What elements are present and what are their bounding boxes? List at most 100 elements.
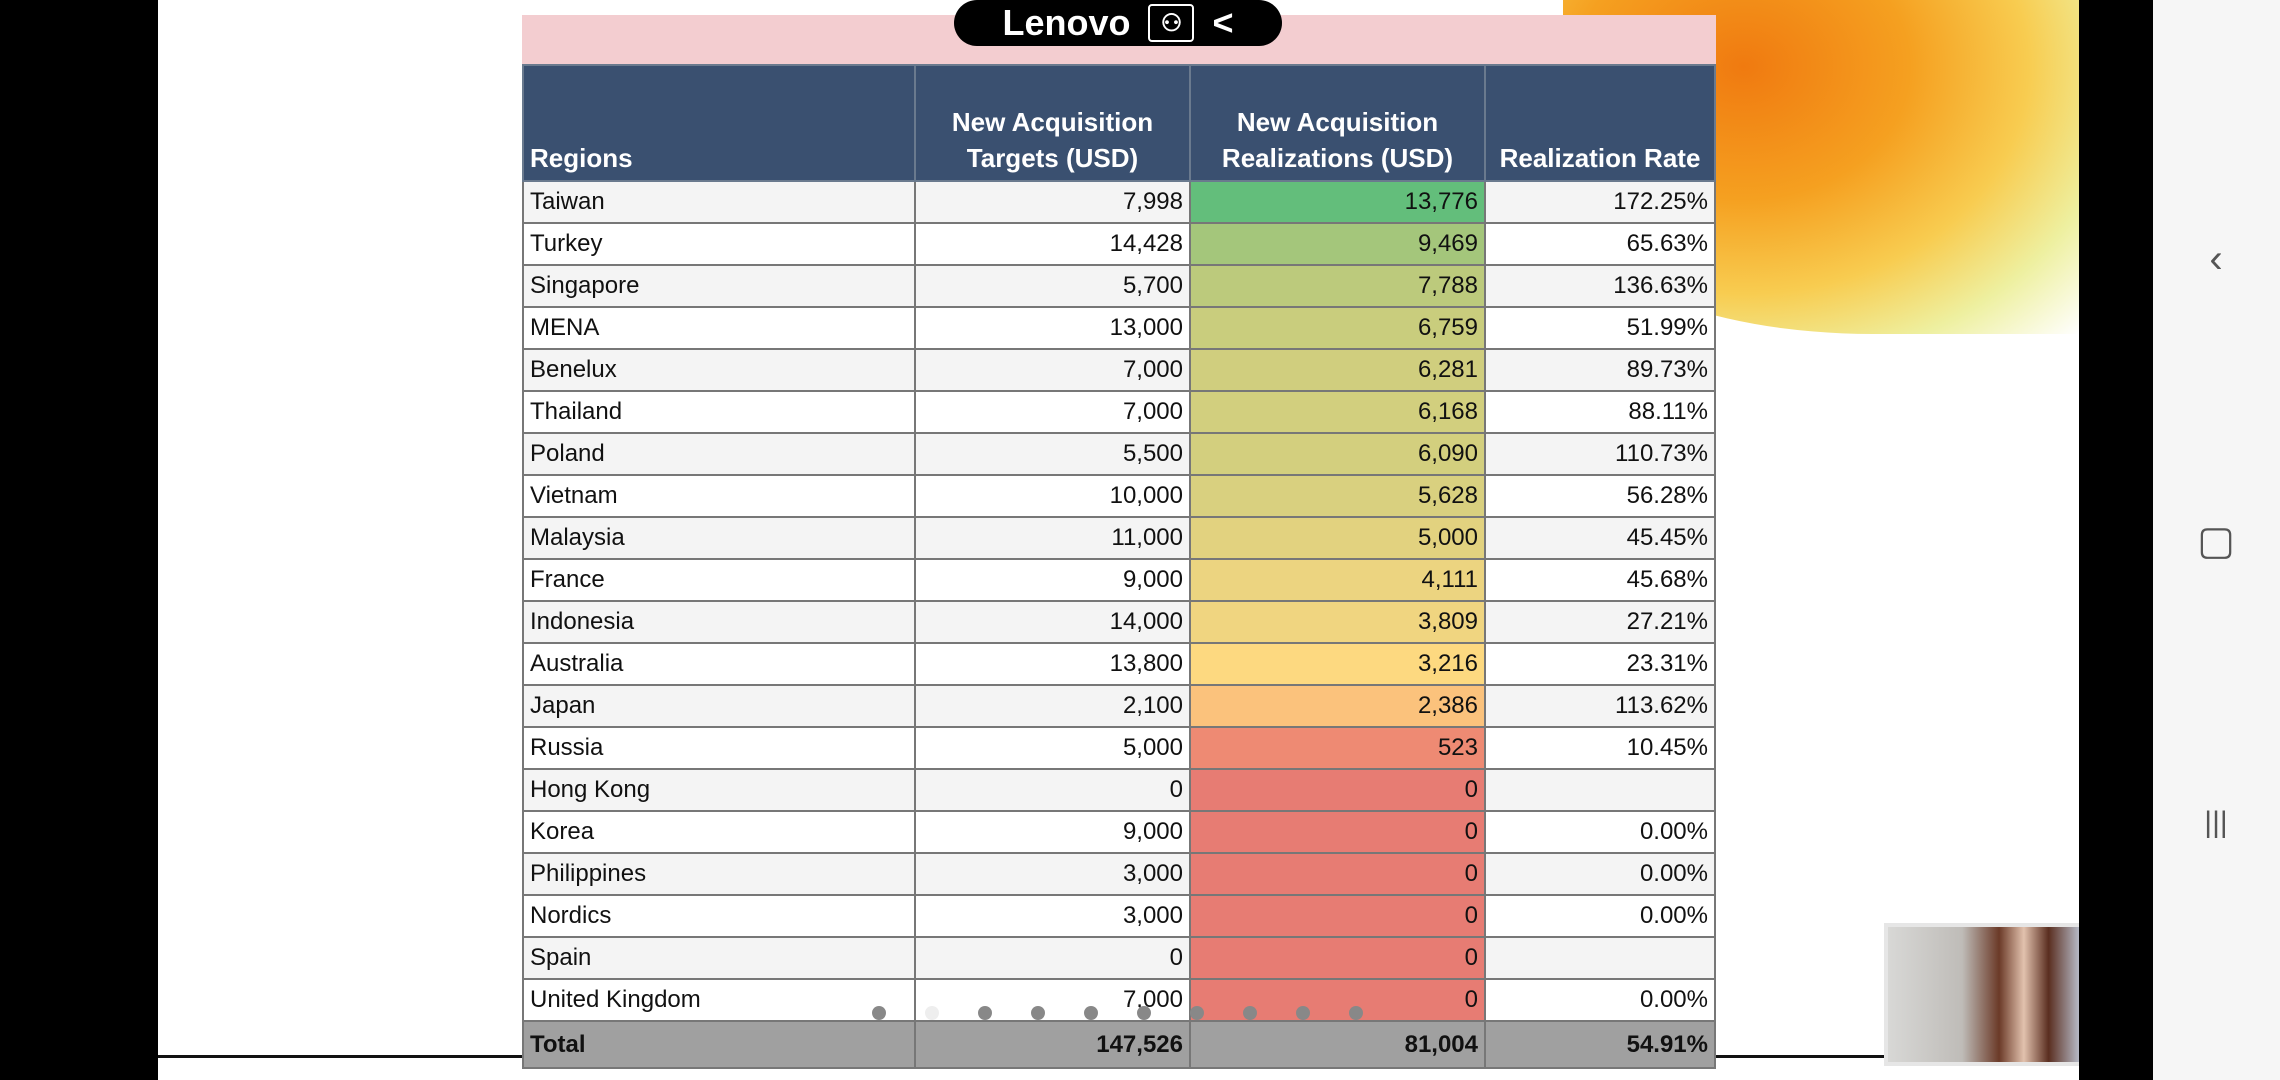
total-realization: 81,004 bbox=[1189, 1020, 1486, 1069]
target-cell: 7,000 bbox=[914, 348, 1191, 392]
pagination-dot[interactable] bbox=[1296, 1006, 1310, 1020]
realization-cell: 6,168 bbox=[1189, 390, 1486, 434]
region-cell: Japan bbox=[522, 684, 916, 728]
total-target: 147,526 bbox=[914, 1020, 1191, 1069]
target-cell: 14,000 bbox=[914, 600, 1191, 644]
rate-cell: 45.68% bbox=[1484, 558, 1716, 602]
target-cell: 3,000 bbox=[914, 852, 1191, 896]
table-row: Nordics 3,000 0 0.00% bbox=[522, 894, 1716, 938]
table-row: Turkey 14,428 9,469 65.63% bbox=[522, 222, 1716, 266]
realization-cell: 0 bbox=[1189, 768, 1486, 812]
table-row: Korea 9,000 0 0.00% bbox=[522, 810, 1716, 854]
total-label: Total bbox=[522, 1020, 916, 1069]
table-row: Thailand 7,000 6,168 88.11% bbox=[522, 390, 1716, 434]
rate-cell: 89.73% bbox=[1484, 348, 1716, 392]
rate-cell: 0.00% bbox=[1484, 978, 1716, 1022]
target-cell: 0 bbox=[914, 936, 1191, 980]
header-realizations: New Acquisition Realizations (USD) bbox=[1189, 64, 1486, 182]
rate-cell: 56.28% bbox=[1484, 474, 1716, 518]
region-cell: Turkey bbox=[522, 222, 916, 266]
realization-cell: 3,216 bbox=[1189, 642, 1486, 686]
table-row: Poland 5,500 6,090 110.73% bbox=[522, 432, 1716, 476]
region-cell: Philippines bbox=[522, 852, 916, 896]
table-row: Russia 5,000 523 10.45% bbox=[522, 726, 1716, 770]
lenovo-logo: Lenovo bbox=[1002, 2, 1131, 43]
slide-pagination[interactable] bbox=[872, 1006, 1363, 1020]
target-cell: 7,000 bbox=[914, 390, 1191, 434]
pagination-dot[interactable] bbox=[1349, 1006, 1363, 1020]
realization-cell: 0 bbox=[1189, 936, 1486, 980]
table-row: Japan 2,100 2,386 113.62% bbox=[522, 684, 1716, 728]
rate-cell: 136.63% bbox=[1484, 264, 1716, 308]
region-cell: France bbox=[522, 558, 916, 602]
table-row: Hong Kong 0 0 bbox=[522, 768, 1716, 812]
pagination-dot[interactable] bbox=[978, 1006, 992, 1020]
realization-cell: 0 bbox=[1189, 978, 1486, 1022]
region-cell: Taiwan bbox=[522, 180, 916, 224]
table-row: Malaysia 11,000 5,000 45.45% bbox=[522, 516, 1716, 560]
rate-cell: 51.99% bbox=[1484, 306, 1716, 350]
lenovo-toolbar[interactable]: Lenovo ⚇ < bbox=[954, 0, 1282, 46]
realization-cell: 6,759 bbox=[1189, 306, 1486, 350]
realization-cell: 5,000 bbox=[1189, 516, 1486, 560]
pagination-dot[interactable] bbox=[1243, 1006, 1257, 1020]
header-regions: Regions bbox=[522, 64, 916, 182]
table-row: Benelux 7,000 6,281 89.73% bbox=[522, 348, 1716, 392]
back-icon[interactable]: ‹ bbox=[2209, 236, 2223, 281]
rate-cell: 172.25% bbox=[1484, 180, 1716, 224]
region-cell: Singapore bbox=[522, 264, 916, 308]
collapse-chevron-icon[interactable]: < bbox=[1212, 2, 1234, 43]
rate-cell: 113.62% bbox=[1484, 684, 1716, 728]
realization-cell: 6,281 bbox=[1189, 348, 1486, 392]
table-row: Philippines 3,000 0 0.00% bbox=[522, 852, 1716, 896]
target-cell: 9,000 bbox=[914, 810, 1191, 854]
system-nav-bar bbox=[2153, 0, 2280, 1080]
realization-cell: 9,469 bbox=[1189, 222, 1486, 266]
target-cell: 7,998 bbox=[914, 180, 1191, 224]
rate-cell: 45.45% bbox=[1484, 516, 1716, 560]
target-cell: 2,100 bbox=[914, 684, 1191, 728]
table-row: Australia 13,800 3,216 23.31% bbox=[522, 642, 1716, 686]
target-cell: 10,000 bbox=[914, 474, 1191, 518]
realization-cell: 6,090 bbox=[1189, 432, 1486, 476]
table-row: MENA 13,000 6,759 51.99% bbox=[522, 306, 1716, 350]
pagination-dot[interactable] bbox=[925, 1006, 939, 1020]
realization-cell: 523 bbox=[1189, 726, 1486, 770]
region-cell: Hong Kong bbox=[522, 768, 916, 812]
realization-cell: 7,788 bbox=[1189, 264, 1486, 308]
rate-cell: 23.31% bbox=[1484, 642, 1716, 686]
home-icon[interactable]: ▢ bbox=[2197, 519, 2235, 563]
right-letterbox bbox=[2079, 0, 2153, 1080]
region-cell: Korea bbox=[522, 810, 916, 854]
table-row: Vietnam 10,000 5,628 56.28% bbox=[522, 474, 1716, 518]
target-cell: 7,000 bbox=[914, 978, 1191, 1022]
pagination-dot[interactable] bbox=[1190, 1006, 1204, 1020]
pagination-dot[interactable] bbox=[1031, 1006, 1045, 1020]
realization-cell: 0 bbox=[1189, 810, 1486, 854]
rate-cell: 65.63% bbox=[1484, 222, 1716, 266]
rate-cell: 0.00% bbox=[1484, 810, 1716, 854]
realization-cell: 2,386 bbox=[1189, 684, 1486, 728]
region-cell: MENA bbox=[522, 306, 916, 350]
pagination-dot[interactable] bbox=[872, 1006, 886, 1020]
left-letterbox bbox=[0, 0, 158, 1080]
target-cell: 0 bbox=[914, 768, 1191, 812]
region-cell: Vietnam bbox=[522, 474, 916, 518]
pagination-dot[interactable] bbox=[1084, 1006, 1098, 1020]
header-targets: New Acquisition Targets (USD) bbox=[914, 64, 1191, 182]
target-cell: 9,000 bbox=[914, 558, 1191, 602]
table-row: Indonesia 14,000 3,809 27.21% bbox=[522, 600, 1716, 644]
realization-cell: 3,809 bbox=[1189, 600, 1486, 644]
target-cell: 13,000 bbox=[914, 306, 1191, 350]
realization-cell: 5,628 bbox=[1189, 474, 1486, 518]
presenter-icon[interactable]: ⚇ bbox=[1148, 4, 1195, 42]
pagination-dot[interactable] bbox=[1137, 1006, 1151, 1020]
target-cell: 11,000 bbox=[914, 516, 1191, 560]
target-cell: 3,000 bbox=[914, 894, 1191, 938]
recents-icon[interactable]: ||| bbox=[2204, 806, 2228, 839]
table-row: France 9,000 4,111 45.68% bbox=[522, 558, 1716, 602]
rate-cell: 0.00% bbox=[1484, 894, 1716, 938]
rate-cell: 27.21% bbox=[1484, 600, 1716, 644]
realization-cell: 0 bbox=[1189, 852, 1486, 896]
table-row: United Kingdom 7,000 0 0.00% bbox=[522, 978, 1716, 1022]
